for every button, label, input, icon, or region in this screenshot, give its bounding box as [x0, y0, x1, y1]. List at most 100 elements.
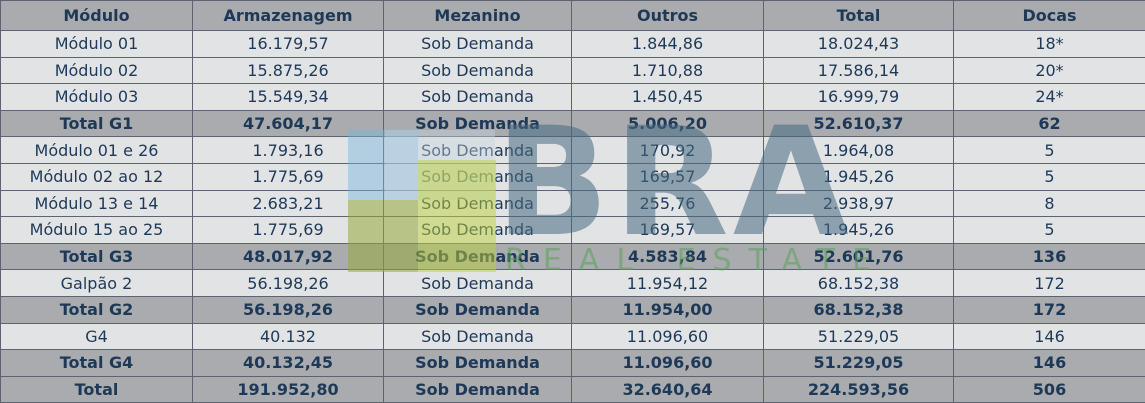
cell: 1.710,88: [571, 56, 764, 85]
cell: 1.793,16: [192, 136, 384, 164]
cell: 48.017,92: [192, 242, 384, 271]
cell: 172: [953, 295, 1145, 324]
cell: 15.875,26: [192, 56, 384, 85]
cell: 56.198,26: [192, 295, 384, 324]
cell: Sob Demanda: [383, 322, 572, 351]
cell: Total G4: [0, 349, 193, 377]
cell: Sob Demanda: [383, 109, 572, 138]
cell: 2.683,21: [192, 189, 384, 218]
cell: 16.179,57: [192, 30, 384, 58]
row: Módulo 02 ao 12 1.775,69 Sob Demanda 169,57…: [0, 162, 1145, 191]
row: Módulo 15 ao 25 1.775,69 Sob Demanda 169,57…: [0, 216, 1145, 244]
cell: Sob Demanda: [383, 30, 572, 58]
cell: 5: [953, 216, 1145, 244]
cell: 170,92: [571, 136, 764, 164]
cell: 8: [953, 189, 1145, 218]
cell: Sob Demanda: [383, 136, 572, 164]
cell: 62: [953, 109, 1145, 138]
cell: 224.593,56: [763, 375, 954, 403]
cell: 68.152,38: [763, 295, 954, 324]
cell: 52.601,76: [763, 242, 954, 271]
cell: 5.006,20: [571, 109, 764, 138]
cell: 51.229,05: [763, 322, 954, 351]
header-cell: Mezanino: [383, 0, 572, 31]
cell: Sob Demanda: [383, 189, 572, 218]
cell: Sob Demanda: [383, 56, 572, 85]
row: Módulo 03 15.549,34 Sob Demanda 1.450,45 16.…: [0, 83, 1145, 111]
cell: 15.549,34: [192, 83, 384, 111]
header-row: Módulo Armazenagem Mezanino Outros Total Doca…: [0, 0, 1145, 31]
cell: Módulo 01: [0, 30, 193, 58]
cell: 47.604,17: [192, 109, 384, 138]
cell: Sob Demanda: [383, 242, 572, 271]
header-cell: Armazenagem: [192, 0, 384, 31]
cell: 191.952,80: [192, 375, 384, 403]
total-row: Total G4 40.132,45 Sob Demanda 11.096,60 51.…: [0, 349, 1145, 377]
header-cell: Outros: [571, 0, 764, 31]
cell: Sob Demanda: [383, 216, 572, 244]
cell: 1.945,26: [763, 216, 954, 244]
cell: Total G2: [0, 295, 193, 324]
cell: 11.096,60: [571, 349, 764, 377]
cell: 1.844,86: [571, 30, 764, 58]
cell: 5: [953, 162, 1145, 191]
cell: 146: [953, 349, 1145, 377]
cell: 40.132,45: [192, 349, 384, 377]
cell: Sob Demanda: [383, 162, 572, 191]
cell: 506: [953, 375, 1145, 403]
cell: Total G1: [0, 109, 193, 138]
cell: 5: [953, 136, 1145, 164]
cell: 11.096,60: [571, 322, 764, 351]
cell: 18.024,43: [763, 30, 954, 58]
total-row: Total G3 48.017,92 Sob Demanda 4.583,84 52.6…: [0, 242, 1145, 271]
cell: 146: [953, 322, 1145, 351]
total-row: Total 191.952,80 Sob Demanda 32.640,64 224.5…: [0, 375, 1145, 403]
cell: Módulo 01 e 26: [0, 136, 193, 164]
cell: Módulo 03: [0, 83, 193, 111]
cell: Módulo 02: [0, 56, 193, 85]
cell: Módulo 15 ao 25: [0, 216, 193, 244]
cell: Total G3: [0, 242, 193, 271]
total-row: Total G2 56.198,26 Sob Demanda 11.954,00 68.…: [0, 295, 1145, 324]
cell: Sob Demanda: [383, 349, 572, 377]
row: G4 40.132 Sob Demanda 11.096,60 51.229,05 146: [0, 322, 1145, 351]
cell: 11.954,12: [571, 269, 764, 297]
cell: 68.152,38: [763, 269, 954, 297]
cell: 40.132: [192, 322, 384, 351]
row: Módulo 02 15.875,26 Sob Demanda 1.710,88 17.…: [0, 56, 1145, 85]
cell: Módulo 02 ao 12: [0, 162, 193, 191]
cell: 18*: [953, 30, 1145, 58]
cell: 2.938,97: [763, 189, 954, 218]
cell: 4.583,84: [571, 242, 764, 271]
cell: 52.610,37: [763, 109, 954, 138]
header-cell: Módulo: [0, 0, 193, 31]
cell: 1.964,08: [763, 136, 954, 164]
cell: 172: [953, 269, 1145, 297]
cell: 1.450,45: [571, 83, 764, 111]
cell: 1.945,26: [763, 162, 954, 191]
cell: Sob Demanda: [383, 295, 572, 324]
cell: Módulo 13 e 14: [0, 189, 193, 218]
cell: 169,57: [571, 216, 764, 244]
total-row: Total G1 47.604,17 Sob Demanda 5.006,20 52.6…: [0, 109, 1145, 138]
cell: Galpão 2: [0, 269, 193, 297]
cell: G4: [0, 322, 193, 351]
cell: 1.775,69: [192, 162, 384, 191]
cell: 11.954,00: [571, 295, 764, 324]
cell: 255,76: [571, 189, 764, 218]
cell: 16.999,79: [763, 83, 954, 111]
row: Módulo 01 16.179,57 Sob Demanda 1.844,86 18.…: [0, 30, 1145, 58]
header-cell: Docas: [953, 0, 1145, 31]
cell: 20*: [953, 56, 1145, 85]
cell: Sob Demanda: [383, 83, 572, 111]
cell: Sob Demanda: [383, 375, 572, 403]
cell: Sob Demanda: [383, 269, 572, 297]
cell: 169,57: [571, 162, 764, 191]
cell: 32.640,64: [571, 375, 764, 403]
header-cell: Total: [763, 0, 954, 31]
row: Módulo 13 e 14 2.683,21 Sob Demanda 255,76 2…: [0, 189, 1145, 218]
row: Módulo 01 e 26 1.793,16 Sob Demanda 170,92 1…: [0, 136, 1145, 164]
row: Galpão 2 56.198,26 Sob Demanda 11.954,12 68.…: [0, 269, 1145, 297]
cell: 24*: [953, 83, 1145, 111]
